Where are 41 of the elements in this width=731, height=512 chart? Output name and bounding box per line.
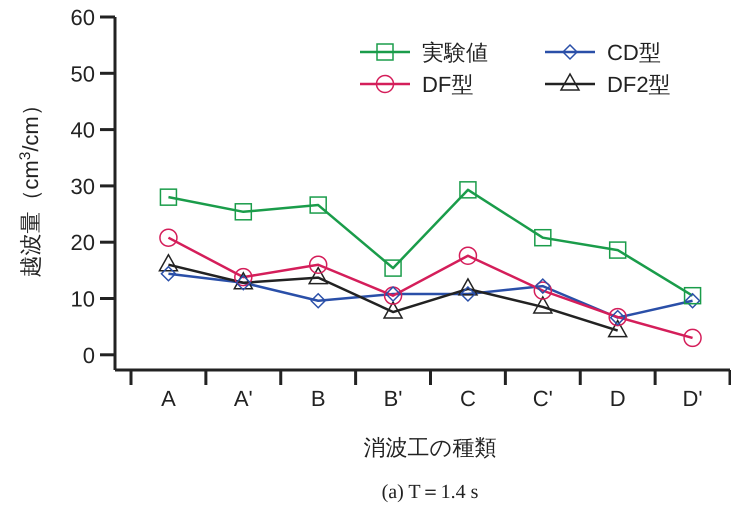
- x-axis-title: 消波工の種類: [364, 435, 496, 460]
- point: [684, 286, 702, 304]
- x-tick-label: D: [610, 386, 626, 411]
- text: (a) T＝1.4 s: [382, 481, 479, 503]
- point: [309, 196, 327, 214]
- point: [385, 286, 401, 302]
- point: [458, 246, 478, 265]
- point: [159, 228, 178, 247]
- y-tick-label: 30: [70, 174, 95, 199]
- legend-label: DF2型: [607, 72, 671, 97]
- point: [459, 181, 477, 199]
- x-tick-label: B': [384, 386, 402, 411]
- x-tick-label: C': [532, 386, 553, 411]
- x-tick-label: C: [460, 386, 476, 411]
- point: [384, 259, 402, 277]
- y-tick-label: 10: [70, 286, 95, 312]
- point: [308, 255, 328, 274]
- x-tick-label: D': [682, 386, 703, 411]
- point: [160, 266, 176, 282]
- point: [234, 268, 253, 286]
- point: [384, 286, 402, 305]
- point: [608, 241, 626, 259]
- point: [534, 281, 552, 300]
- x-tick-label: A': [234, 386, 253, 411]
- legend-label: DF型: [422, 72, 474, 97]
- y-tick-label: 20: [70, 230, 95, 256]
- point: [160, 188, 178, 206]
- y-tick-label: 0: [82, 342, 95, 368]
- legend-label: 実験値: [422, 40, 488, 65]
- point: [310, 293, 326, 308]
- point: [535, 278, 551, 294]
- x-tick-label: A: [161, 386, 176, 411]
- point: [684, 293, 700, 308]
- point: [534, 228, 552, 246]
- point: [683, 328, 702, 348]
- x-tick-label: B: [310, 386, 326, 411]
- y-tick-label: 50: [70, 61, 95, 86]
- y-tick-label: 40: [70, 118, 95, 143]
- point: [234, 203, 252, 221]
- y-tick-label: 60: [70, 5, 95, 30]
- legend-label: CD型: [607, 40, 661, 65]
